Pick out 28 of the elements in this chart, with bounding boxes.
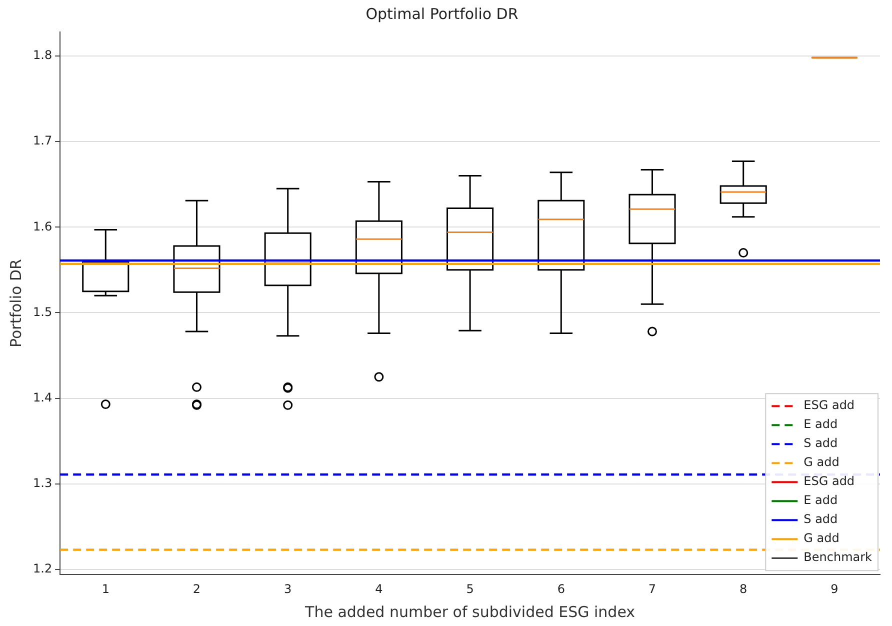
x-tick-label: 5	[466, 582, 474, 596]
legend-label: S add	[804, 436, 838, 450]
x-tick-label: 6	[557, 582, 565, 596]
x-tick-label: 2	[192, 582, 201, 596]
x-tick-label: 7	[648, 582, 656, 596]
text: ESG add	[804, 474, 855, 488]
text: E add	[804, 493, 838, 508]
text: ESG add	[804, 398, 855, 412]
y-tick-label: 1.4	[32, 390, 52, 404]
y-tick-label: 1.6	[32, 219, 52, 234]
text: E add	[804, 417, 838, 432]
legend-label: G add	[804, 531, 840, 546]
y-tick-label: 1.8	[32, 48, 52, 62]
y-tick-label: 1.3	[32, 476, 52, 490]
y-tick-label: 1.2	[32, 562, 52, 576]
legend-label: G add	[804, 455, 840, 470]
chart-title: Optimal Portfolio DR	[366, 4, 518, 23]
x-tick-label: 9	[830, 582, 838, 596]
x-axis-title: The added number of subdivided ESG index	[304, 602, 636, 621]
y-tick-label: 1.7	[32, 134, 52, 148]
text: Benchmark	[804, 550, 872, 564]
y-axis-title: Portfolio DR	[6, 259, 25, 348]
legend-label: S add	[804, 512, 838, 526]
x-tick-label: 3	[284, 582, 292, 596]
x-tick-label: 8	[740, 582, 748, 596]
x-tick-label: 1	[102, 582, 110, 596]
x-tick-label: 4	[375, 582, 383, 596]
y-tick-label: 1.5	[32, 304, 52, 319]
